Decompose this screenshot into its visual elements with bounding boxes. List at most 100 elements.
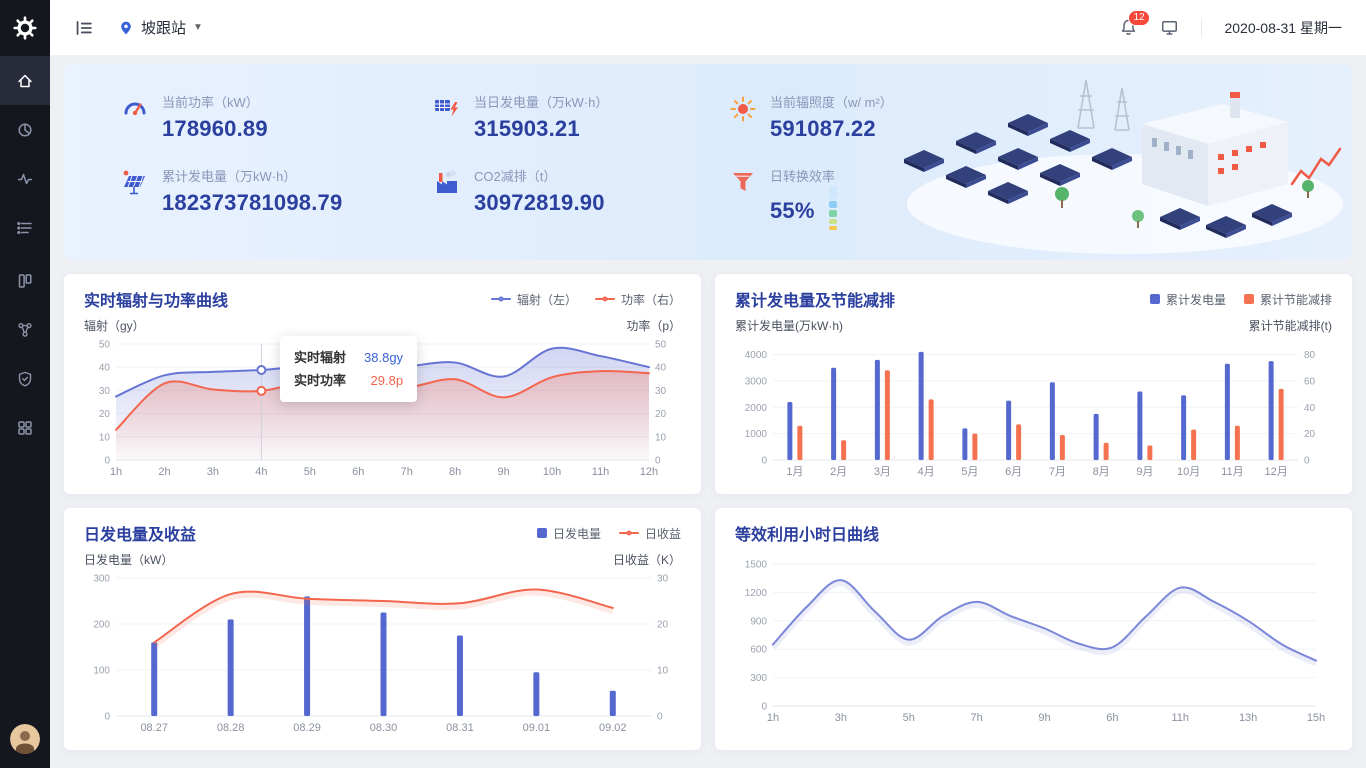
stat-value: 182373781098.79 [162, 190, 343, 215]
sidebar-item-apps[interactable] [0, 403, 50, 452]
stat-label: 累计发电量（万kW·h） [162, 169, 297, 184]
svg-text:4月: 4月 [918, 466, 935, 478]
svg-text:11月: 11月 [1221, 466, 1243, 478]
sidebar-item-reports[interactable] [0, 203, 50, 252]
svg-text:10: 10 [657, 666, 669, 677]
user-avatar[interactable] [10, 724, 40, 754]
chart-plot-area[interactable]: 0 300 600 900 1200 1500 1h 3h 5h 7h 9h 6h 11h 13h 15h [735, 554, 1332, 726]
app-logo-gear-icon [0, 0, 50, 56]
notification-badge: 12 [1128, 10, 1150, 26]
svg-text:30: 30 [99, 386, 111, 397]
left-axis-caption: 日发电量（kW） [84, 553, 174, 567]
card-header: 日发电量及收益 日发电量 日收益 [84, 522, 681, 545]
svg-text:10: 10 [99, 432, 111, 443]
svg-text:100: 100 [93, 666, 110, 677]
svg-text:1月: 1月 [786, 466, 803, 478]
svg-text:4000: 4000 [745, 350, 768, 361]
legend-label: 日发电量 [552, 526, 601, 541]
chart-legend: 辐射（左） 功率（右） [490, 291, 681, 308]
svg-text:3000: 3000 [745, 376, 768, 387]
svg-text:20: 20 [657, 620, 669, 631]
stat-label: 当前功率（kW） [162, 95, 259, 110]
kanban-icon [18, 273, 32, 288]
efficiency-gauge [828, 186, 837, 230]
left-axis-caption: 累计发电量(万kW·h) [735, 319, 843, 333]
stat-text: 当前辐照度（w/ m²） 591087.22 [770, 92, 893, 142]
svg-text:0: 0 [761, 702, 767, 713]
legend-item-radiation[interactable]: 辐射（左） [490, 291, 577, 308]
legend-item-power[interactable]: 功率（右） [594, 291, 681, 308]
svg-text:11h: 11h [592, 466, 610, 478]
legend-item-cumulative-saving[interactable]: 累计节能减排 [1243, 291, 1332, 308]
sidebar-item-security[interactable] [0, 354, 50, 403]
notifications-button[interactable]: 12 [1119, 10, 1150, 37]
svg-text:60: 60 [1304, 376, 1316, 387]
svg-text:7h: 7h [401, 466, 413, 478]
collapse-menu-icon[interactable] [74, 18, 94, 38]
svg-text:7月: 7月 [1049, 466, 1066, 478]
monitor-button[interactable] [1160, 18, 1179, 37]
tooltip-row: 实时辐射 38.8gy [294, 346, 403, 369]
axis-captions: 累计发电量(万kW·h) 累计节能减排(t) [735, 317, 1332, 334]
svg-text:11h: 11h [1171, 712, 1189, 724]
stat-value-row: 55% [770, 185, 839, 231]
card-realtime-curve: 实时辐射与功率曲线 辐射（左） 功率（右） 辐射（gy） 功 [64, 274, 701, 494]
efficiency-funnel-icon [733, 173, 753, 191]
avatar-image [10, 724, 40, 754]
legend-item-cumulative-gen[interactable]: 累计发电量 [1149, 291, 1226, 308]
svg-text:9月: 9月 [1136, 466, 1153, 478]
daily-energy-icon [435, 100, 458, 117]
svg-text:300: 300 [93, 574, 110, 585]
svg-text:0: 0 [657, 712, 663, 723]
svg-text:3h: 3h [207, 466, 219, 478]
stat-conversion-efficiency: 日转换效率 55% [728, 166, 978, 231]
topbar-left: 坡跟站 ▼ [74, 17, 203, 38]
svg-text:0: 0 [761, 456, 767, 467]
sidebar-item-topology[interactable] [0, 305, 50, 354]
svg-text:600: 600 [750, 645, 767, 656]
legend-swatch [1243, 294, 1254, 304]
svg-text:1500: 1500 [745, 560, 768, 571]
tooltip-value: 29.8p [370, 373, 404, 388]
card-utilization-hours: 等效利用小时日曲线 0 300 600 900 1200 1500 1h 3h 5h 7h 9h 6h… [715, 508, 1352, 750]
svg-text:0: 0 [104, 456, 110, 467]
svg-text:7h: 7h [971, 712, 983, 724]
card-header: 累计发电量及节能减排 累计发电量 累计节能减排 [735, 288, 1332, 311]
tooltip-row: 实时功率 29.8p [294, 369, 403, 392]
svg-text:5h: 5h [903, 712, 915, 724]
legend-label: 日收益 [644, 526, 681, 541]
chart-title: 实时辐射与功率曲线 [84, 293, 229, 310]
legend-item-daily-income[interactable]: 日收益 [618, 525, 681, 542]
stat-co2-reduction: CO2减排（t） 30972819.90 [432, 166, 728, 231]
sidebar-item-home[interactable] [0, 56, 50, 105]
svg-text:08.29: 08.29 [293, 722, 321, 734]
legend-swatch [1149, 294, 1160, 304]
stat-current-power: 当前功率（kW） 178960.89 [120, 92, 432, 142]
chart-plot-area[interactable]: 0 0 1000 20 2000 40 3000 60 4000 80 1月 2月 3月 4月 5月 6月 7月… [735, 334, 1332, 480]
svg-text:40: 40 [99, 363, 111, 374]
svg-text:10: 10 [655, 432, 667, 443]
sidebar-item-kanban[interactable] [0, 256, 50, 305]
stat-label: 当前辐照度（w/ m²） [770, 95, 893, 110]
main-content: 当前功率（kW） 178960.89 当日发电量（万kW·h） 315903.2… [50, 56, 1366, 768]
svg-text:2h: 2h [158, 466, 170, 478]
axis-captions: 辐射（gy） 功率（p） [84, 317, 681, 334]
chart-plot-area[interactable]: 0 0 10 10 20 20 30 30 40 40 50 50 1h 2h 3h 4h 5h 6h 7h 8h 9h… [84, 334, 681, 480]
station-selector[interactable]: 坡跟站 ▼ [118, 17, 203, 38]
chart-plot-area[interactable]: 0 0 100 10 200 20 300 30 08.27 08.28 08.29 08.30 08.… [84, 568, 681, 736]
legend-item-daily-gen[interactable]: 日发电量 [536, 525, 601, 542]
charts-grid: 实时辐射与功率曲线 辐射（左） 功率（右） 辐射（gy） 功 [64, 274, 1352, 750]
svg-text:40: 40 [655, 363, 667, 374]
stat-text: 累计发电量（万kW·h） 182373781098.79 [162, 166, 342, 216]
sidebar-item-monitor[interactable] [0, 154, 50, 203]
svg-text:20: 20 [99, 409, 111, 420]
card-daily-generation: 日发电量及收益 日发电量 日收益 日发电量（kW） 日收益（ [64, 508, 701, 750]
svg-text:6月: 6月 [1005, 466, 1022, 478]
svg-text:08.28: 08.28 [217, 722, 245, 734]
svg-text:1200: 1200 [745, 588, 768, 599]
svg-text:5月: 5月 [961, 466, 978, 478]
svg-text:40: 40 [1304, 403, 1316, 414]
sidebar-item-analytics[interactable] [0, 105, 50, 154]
stat-text: 当前功率（kW） 178960.89 [162, 92, 268, 142]
